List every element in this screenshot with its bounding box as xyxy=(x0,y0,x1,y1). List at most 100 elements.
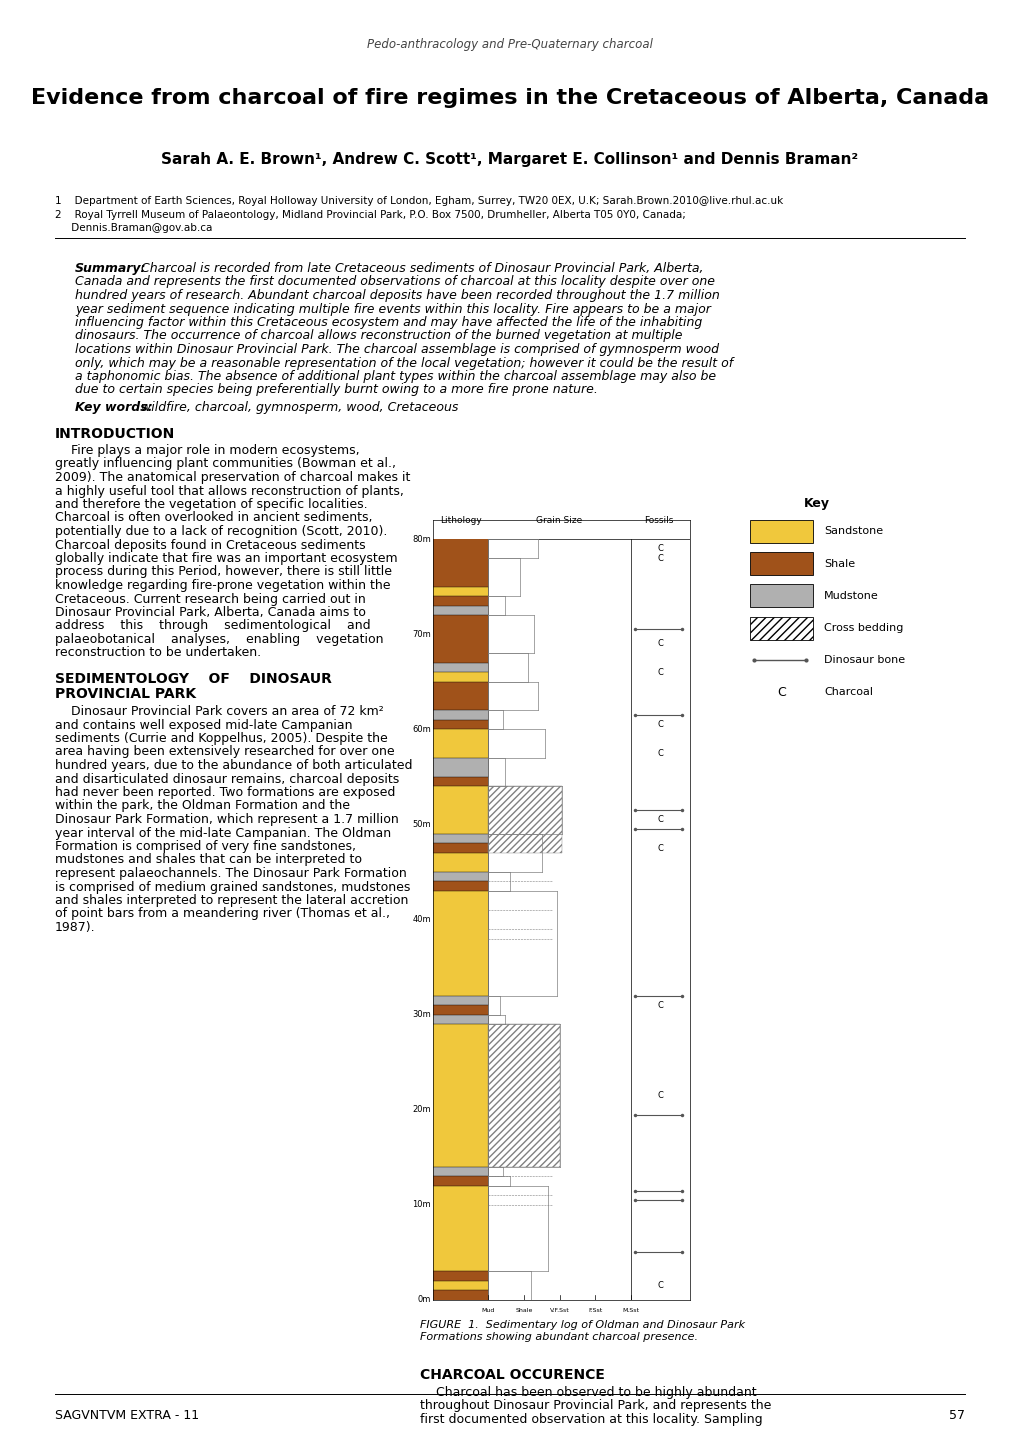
Text: C: C xyxy=(657,1092,662,1100)
Text: C: C xyxy=(657,720,662,730)
Bar xyxy=(433,891,488,995)
Text: sediments (Currie and Koppelhus, 2005). Despite the: sediments (Currie and Koppelhus, 2005). … xyxy=(55,733,387,746)
Text: and contains well exposed mid-late Campanian: and contains well exposed mid-late Campa… xyxy=(55,718,353,731)
Bar xyxy=(433,881,488,891)
Bar xyxy=(488,786,561,852)
Text: Lithology: Lithology xyxy=(439,516,481,525)
Bar xyxy=(433,1272,488,1280)
Text: Charcoal: Charcoal xyxy=(823,688,872,698)
Bar xyxy=(433,653,488,663)
Bar xyxy=(488,1024,559,1167)
Bar xyxy=(433,1291,488,1301)
Text: Fire plays a major role in modern ecosystems,: Fire plays a major role in modern ecosys… xyxy=(55,444,360,457)
Text: 50m: 50m xyxy=(412,820,431,829)
Text: Charcoal deposits found in Cretaceous sediments: Charcoal deposits found in Cretaceous se… xyxy=(55,538,365,551)
Bar xyxy=(433,558,488,577)
Text: Mudstone: Mudstone xyxy=(823,591,878,601)
Text: influencing factor within this Cretaceous ecosystem and may have affected the li: influencing factor within this Cretaceou… xyxy=(75,316,701,329)
Text: 30m: 30m xyxy=(412,1011,431,1019)
Bar xyxy=(749,584,812,607)
Text: due to certain species being preferentially burnt owing to a more fire prone nat: due to certain species being preferentia… xyxy=(75,384,597,397)
Text: V.F.Sst: V.F.Sst xyxy=(549,1308,569,1312)
Text: CHARCOAL OCCURENCE: CHARCOAL OCCURENCE xyxy=(420,1368,604,1381)
Text: Dennis.Braman@gov.ab.ca: Dennis.Braman@gov.ab.ca xyxy=(55,224,212,234)
Text: PROVINCIAL PARK: PROVINCIAL PARK xyxy=(55,686,196,701)
Text: Summary:: Summary: xyxy=(75,262,147,275)
Text: address    this    through    sedimentological    and: address this through sedimentological an… xyxy=(55,620,370,633)
Text: knowledge regarding fire-prone vegetation within the: knowledge regarding fire-prone vegetatio… xyxy=(55,580,390,593)
Bar xyxy=(749,552,812,575)
Text: Shale: Shale xyxy=(823,558,854,568)
Text: Sarah A. E. Brown¹, Andrew C. Scott¹, Margaret E. Collinson¹ and Dennis Braman²: Sarah A. E. Brown¹, Andrew C. Scott¹, Ma… xyxy=(161,151,858,167)
Text: 20m: 20m xyxy=(412,1105,431,1115)
Text: had never been reported. Two formations are exposed: had never been reported. Two formations … xyxy=(55,786,395,799)
Bar xyxy=(433,844,488,852)
Text: throughout Dinosaur Provincial Park, and represents the: throughout Dinosaur Provincial Park, and… xyxy=(420,1400,770,1413)
Text: Key words:: Key words: xyxy=(75,401,153,414)
Bar xyxy=(433,1280,488,1291)
Bar xyxy=(433,663,488,672)
Text: C: C xyxy=(657,668,662,676)
Text: is comprised of medium grained sandstones, mudstones: is comprised of medium grained sandstone… xyxy=(55,881,410,894)
Bar xyxy=(433,672,488,682)
Text: potentially due to a lack of recognition (Scott, 2010).: potentially due to a lack of recognition… xyxy=(55,525,387,538)
Bar xyxy=(433,872,488,881)
Text: Dinosaur Provincial Park, Alberta, Canada aims to: Dinosaur Provincial Park, Alberta, Canad… xyxy=(55,606,366,619)
Text: and shales interpreted to represent the lateral accretion: and shales interpreted to represent the … xyxy=(55,894,408,907)
Text: Sandstone: Sandstone xyxy=(823,526,882,536)
Text: locations within Dinosaur Provincial Park. The charcoal assemblage is comprised : locations within Dinosaur Provincial Par… xyxy=(75,343,718,356)
Text: 1987).: 1987). xyxy=(55,921,96,934)
Text: 40m: 40m xyxy=(412,916,431,924)
Bar xyxy=(433,577,488,587)
Bar xyxy=(433,1167,488,1177)
Text: C: C xyxy=(657,844,662,852)
Text: first documented observation at this locality. Sampling: first documented observation at this loc… xyxy=(420,1413,762,1426)
Text: Evidence from charcoal of fire regimes in the Cretaceous of Alberta, Canada: Evidence from charcoal of fire regimes i… xyxy=(31,88,988,108)
Text: represent palaeochannels. The Dinosaur Park Formation: represent palaeochannels. The Dinosaur P… xyxy=(55,867,407,880)
Text: a highly useful tool that allows reconstruction of plants,: a highly useful tool that allows reconst… xyxy=(55,485,404,497)
Text: 2    Royal Tyrrell Museum of Palaeontology, Midland Provincial Park, P.O. Box 75: 2 Royal Tyrrell Museum of Palaeontology,… xyxy=(55,211,685,221)
Text: Cross bedding: Cross bedding xyxy=(823,623,903,633)
Text: year interval of the mid-late Campanian. The Oldman: year interval of the mid-late Campanian.… xyxy=(55,826,390,839)
Bar xyxy=(433,730,488,758)
Text: hundred years of research. Abundant charcoal deposits have been recorded through: hundred years of research. Abundant char… xyxy=(75,288,719,301)
Text: Dinosaur bone: Dinosaur bone xyxy=(823,655,904,665)
Bar xyxy=(433,1015,488,1024)
Text: Grain Size: Grain Size xyxy=(536,516,582,525)
Text: and therefore the vegetation of specific localities.: and therefore the vegetation of specific… xyxy=(55,497,367,510)
Bar xyxy=(433,606,488,616)
Text: dinosaurs. The occurrence of charcoal allows reconstruction of the burned vegeta: dinosaurs. The occurrence of charcoal al… xyxy=(75,330,682,343)
Text: 10m: 10m xyxy=(412,1200,431,1210)
Text: C: C xyxy=(657,1282,662,1291)
Text: C: C xyxy=(657,748,662,757)
Bar xyxy=(433,587,488,596)
Text: C: C xyxy=(657,554,662,562)
Text: hundred years, due to the abundance of both articulated: hundred years, due to the abundance of b… xyxy=(55,758,412,771)
Text: 60m: 60m xyxy=(412,725,431,734)
Bar xyxy=(433,596,488,606)
Text: C: C xyxy=(657,815,662,825)
Text: mudstones and shales that can be interpreted to: mudstones and shales that can be interpr… xyxy=(55,854,362,867)
Bar xyxy=(433,758,488,777)
Text: Charcoal has been observed to be highly abundant: Charcoal has been observed to be highly … xyxy=(420,1386,756,1399)
Text: wildfire, charcoal, gymnosperm, wood, Cretaceous: wildfire, charcoal, gymnosperm, wood, Cr… xyxy=(141,401,458,414)
Bar xyxy=(433,995,488,1005)
Text: within the park, the Oldman Formation and the: within the park, the Oldman Formation an… xyxy=(55,799,350,812)
Text: M.Sst: M.Sst xyxy=(622,1308,639,1312)
Text: C: C xyxy=(657,544,662,554)
Text: process during this Period, however, there is still little: process during this Period, however, the… xyxy=(55,565,391,578)
Text: 70m: 70m xyxy=(412,630,431,639)
Bar xyxy=(749,617,812,639)
Text: reconstruction to be undertaken.: reconstruction to be undertaken. xyxy=(55,646,261,659)
Text: F.Sst: F.Sst xyxy=(587,1308,601,1312)
Text: year sediment sequence indicating multiple fire events within this locality. Fir: year sediment sequence indicating multip… xyxy=(75,303,710,316)
Text: Formation is comprised of very fine sandstones,: Formation is comprised of very fine sand… xyxy=(55,841,356,854)
Text: 57: 57 xyxy=(948,1409,964,1422)
Text: Dinosaur Provincial Park covers an area of 72 km²: Dinosaur Provincial Park covers an area … xyxy=(55,705,383,718)
Text: Fossils: Fossils xyxy=(643,516,673,525)
Bar xyxy=(433,1005,488,1015)
Text: Pedo-anthracology and Pre-Quaternary charcoal: Pedo-anthracology and Pre-Quaternary cha… xyxy=(367,37,652,50)
Text: greatly influencing plant communities (Bowman et al.,: greatly influencing plant communities (B… xyxy=(55,457,395,470)
Text: Dinosaur Park Formation, which represent a 1.7 million: Dinosaur Park Formation, which represent… xyxy=(55,813,398,826)
Text: SAGVNTVM EXTRA - 11: SAGVNTVM EXTRA - 11 xyxy=(55,1409,199,1422)
